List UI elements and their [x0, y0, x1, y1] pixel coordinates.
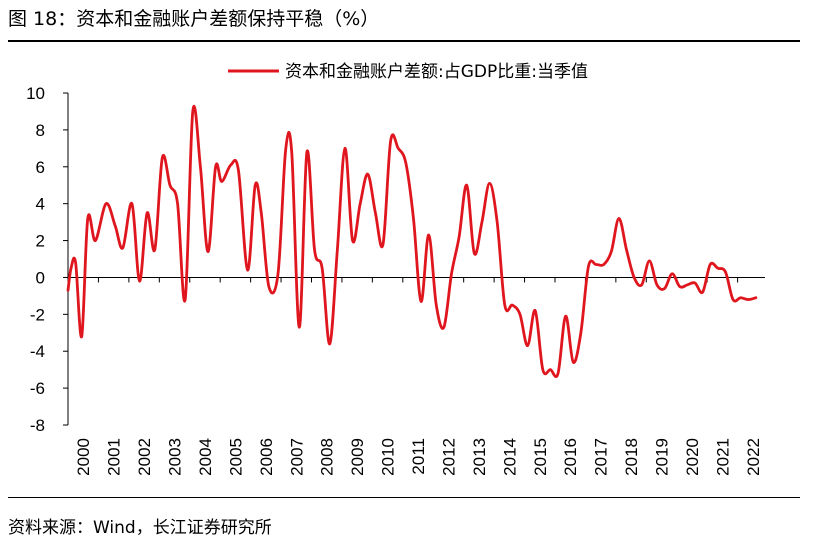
x-tick-label: 2013 — [470, 438, 489, 476]
figure-title: 图 18：资本和金融账户差额保持平稳（%） — [8, 8, 380, 30]
source-note: 资料来源：Wind，长江证券研究所 — [8, 518, 272, 538]
series-line-0 — [66, 105, 758, 379]
y-tick-label: -6 — [30, 379, 45, 398]
x-tick-label: 2003 — [166, 438, 185, 476]
x-tick-label: 2012 — [439, 438, 458, 476]
x-tick-label: 2018 — [622, 438, 641, 476]
x-tick-label: 2011 — [409, 438, 428, 475]
series-layer — [66, 105, 758, 379]
y-tick-label: 8 — [36, 121, 45, 140]
x-tick-label: 2022 — [744, 438, 763, 476]
x-tick-label: 2021 — [713, 438, 732, 476]
source-divider — [8, 497, 800, 498]
x-tick-label: 2001 — [105, 438, 124, 476]
y-tick-label: -2 — [30, 305, 45, 324]
x-tick-label: 2008 — [318, 438, 337, 476]
x-tick-label: 2017 — [592, 438, 611, 476]
chart-legend: 资本和金融账户差额:占GDP比重:当季值 — [228, 62, 588, 82]
y-tick-label: 4 — [36, 195, 45, 214]
x-tick-label: 2019 — [653, 438, 672, 476]
x-tick-label: 2007 — [287, 438, 306, 476]
x-tick-label: 2014 — [500, 438, 519, 476]
chart-axes — [67, 93, 765, 425]
y-tick-label: 6 — [36, 158, 45, 177]
x-tick-label: 2002 — [135, 438, 154, 476]
x-tick-label: 2020 — [683, 438, 702, 476]
title-divider — [8, 40, 800, 42]
y-tick-label: 2 — [36, 232, 45, 251]
x-ticks: 2000 2001 2002 2003 2004 2005 2006 2007 2008 2009… — [67, 277, 763, 476]
legend-label: 资本和金融账户差额:占GDP比重:当季值 — [285, 62, 588, 82]
y-ticks: 10 8 6 4 2 0 -2 -4 -6 -8 — [26, 84, 68, 435]
x-tick-label: 2015 — [531, 438, 550, 476]
y-tick-label: -8 — [30, 416, 45, 435]
x-tick-label: 2004 — [196, 438, 215, 476]
x-tick-label: 2009 — [348, 438, 367, 476]
y-tick-label: 10 — [26, 84, 45, 103]
x-tick-label: 2010 — [379, 438, 398, 476]
line-chart: 10 8 6 4 2 0 -2 -4 -6 -8 2000 2001 2002 2003 2004 2005… — [26, 62, 765, 476]
y-tick-label: -4 — [30, 342, 45, 361]
x-tick-label: 2000 — [74, 438, 93, 476]
x-tick-label: 2006 — [257, 438, 276, 476]
x-tick-label: 2005 — [226, 438, 245, 476]
y-tick-label: 0 — [36, 268, 45, 287]
x-tick-label: 2016 — [561, 438, 580, 476]
